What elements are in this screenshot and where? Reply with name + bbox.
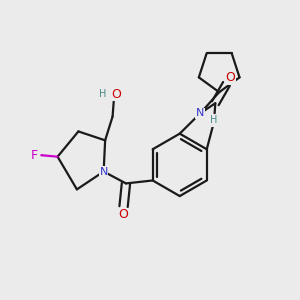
Text: N: N (210, 116, 218, 126)
Text: O: O (112, 88, 122, 101)
Text: H: H (210, 115, 217, 125)
Text: N: N (196, 108, 204, 118)
Text: O: O (225, 71, 235, 84)
Text: O: O (118, 208, 128, 221)
Text: H: H (99, 89, 106, 99)
Text: N: N (100, 167, 108, 176)
Text: F: F (31, 149, 38, 162)
